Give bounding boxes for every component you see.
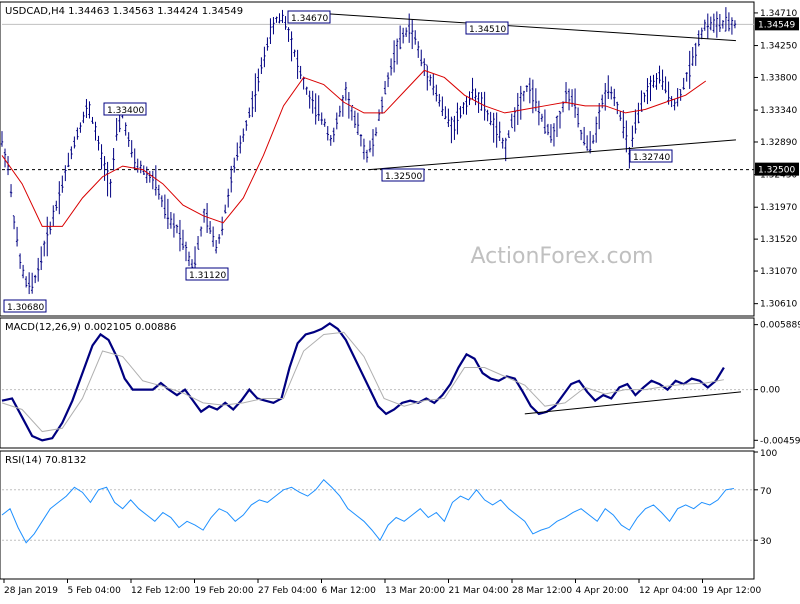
annotation-box [629,149,673,163]
level-label-box [755,162,799,176]
grid-lines [2,23,754,171]
x-tick-label: 27 Feb 04:00 [258,586,317,596]
price-tick-label: 1.34710 [760,9,797,19]
axis-labels: 1.347101.342501.338001.333401.328901.324… [3,9,800,596]
trendlines [313,12,736,171]
x-tick-label: 4 Apr 20:00 [576,586,629,596]
rsi-series [1,478,754,544]
annotation-label: 1.32740 [633,153,670,163]
price-panel-frame [0,1,755,317]
price-tick-label: 1.32890 [760,138,797,148]
rsi-panel-frame [0,450,755,580]
macd-series [1,322,754,442]
price-panel-title: USDCAD,H4 1.34463 1.34563 1.34424 1.3454… [5,6,243,17]
x-tick-label: 28 Mar 12:00 [512,586,572,596]
annotation-box [3,299,47,313]
annotation-box [103,102,147,116]
macd-series-signal [1,331,724,433]
rsi-tick-label: 70 [760,487,772,497]
watermark: ActionForex.com [471,244,654,269]
macd-panel-title: MACD(12,26,9) 0.002105 0.00886 [5,322,176,333]
annotation-box [287,10,331,24]
x-tick-label: 28 Jan 2019 [4,586,58,596]
annotation-box [185,267,229,281]
annotation-label: 1.32500 [385,172,422,182]
price-tick-label: 1.31070 [760,267,797,277]
price-tick-label: 1.31520 [760,235,797,245]
x-tick-label: 12 Apr 04:00 [639,586,698,596]
x-tick-label: 21 Mar 04:00 [449,586,509,596]
price-tick-label: 1.30610 [760,300,797,310]
price-tick-label: 1.34250 [760,42,797,52]
level-label: 1.32500 [758,166,795,176]
x-tick-label: 5 Feb 04:00 [68,586,122,596]
annotation-label: 1.30680 [7,303,44,313]
rsi-line [1,478,735,544]
price-trendline [368,139,736,171]
price-tick-label: 1.33800 [760,73,797,83]
macd-trendline [524,391,742,415]
price-tick-label: 1.31970 [760,203,797,213]
macd-tick-label: 0.00 [760,386,780,396]
rsi-tick-label: 30 [760,537,772,547]
annotation-label: 1.33400 [107,106,144,116]
price-series [0,7,737,295]
x-tick-label: 12 Feb 12:00 [131,586,190,596]
current-price-label: 1.34549 [758,20,795,30]
x-tick-label: 19 Apr 12:00 [703,586,762,596]
macd-series-macd [1,322,725,442]
macd-tick-label: 0.005889 [760,321,800,331]
annotation-box [381,168,425,182]
x-tick-label: 13 Mar 20:00 [385,586,445,596]
x-tick-label: 6 Mar 12:00 [322,586,377,596]
price-trendline [313,12,736,42]
price-annotations: 1.30680 1.33400 1.31120 1.34670 1.32500 1.345… [3,10,673,313]
annotation-label: 1.34510 [469,25,506,35]
price-tick-label: 1.33340 [760,106,797,116]
rsi-tick-label: 100 [760,449,777,459]
macd-tick-label: -0.004593 [760,436,800,446]
moving-average [1,69,707,227]
annotation-label: 1.31120 [189,271,226,281]
x-tick-label: 19 Feb 20:00 [195,586,254,596]
moving-average-line [1,69,707,227]
annotation-label: 1.34670 [291,14,328,24]
annotation-box [465,21,509,35]
rsi-panel-title: RSI(14) 70.8132 [5,455,86,466]
current-price-box [755,17,799,31]
